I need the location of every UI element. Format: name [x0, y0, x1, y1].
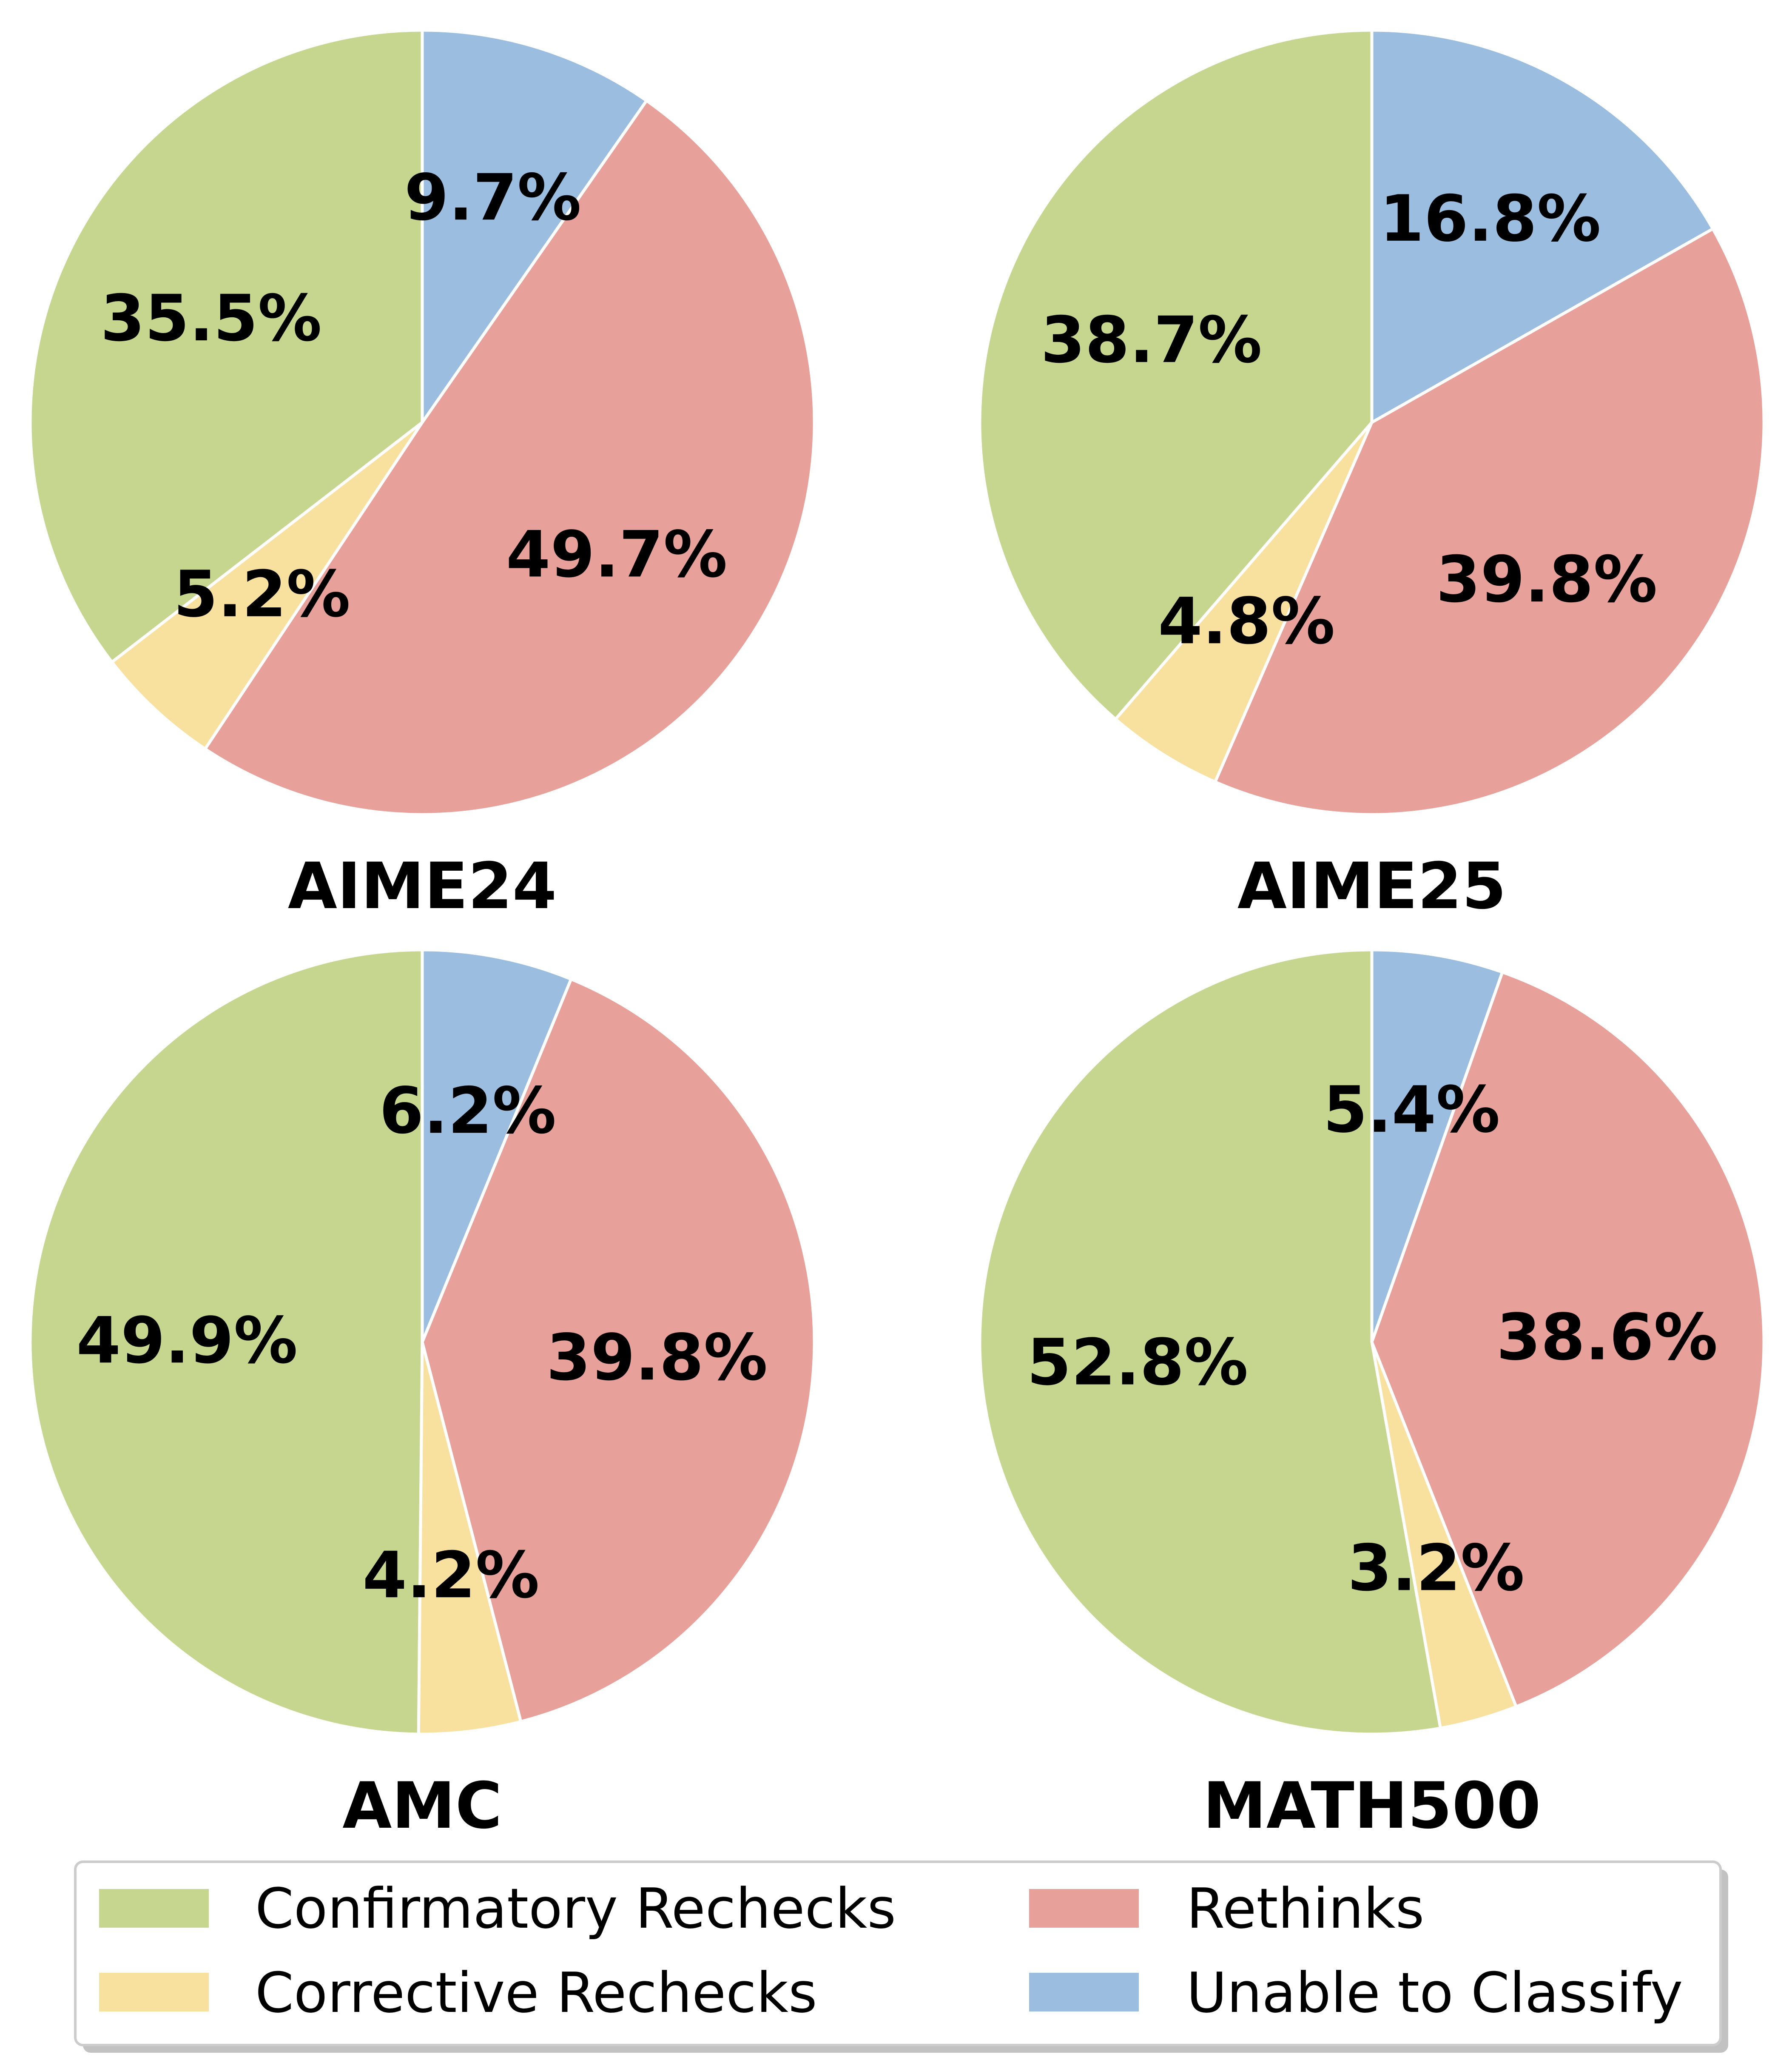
pct-label-unable-to-classify: 9.7%: [404, 161, 581, 235]
pie-math500: 52.8% 3.2% 38.6% 5.4% MATH500: [978, 948, 1766, 1843]
wedge-unable-to-classify: [1370, 948, 1504, 1344]
legend-label-unable-to-classify: Unable to Classify: [1186, 1960, 1683, 2025]
wedge-unable-to-classify: [421, 948, 573, 1344]
pie-title: AIME24: [288, 849, 557, 923]
legend-label-rethinks: Rethinks: [1186, 1876, 1424, 1941]
legend-swatch-corrective-rechecks: [99, 1973, 209, 2011]
legend-swatch-unable-to-classify: [1029, 1973, 1139, 2011]
pct-label-confirmatory-rechecks: 38.7%: [1041, 303, 1262, 377]
wedge-unable-to-classify: [421, 28, 648, 424]
wedge-rethinks: [1370, 971, 1766, 1708]
pct-label-confirmatory-rechecks: 52.8%: [1027, 1326, 1248, 1400]
pct-label-confirmatory-rechecks: 35.5%: [100, 282, 321, 356]
pct-label-confirmatory-rechecks: 49.9%: [77, 1304, 298, 1378]
wedge-confirmatory-rechecks: [28, 948, 424, 1736]
pie-title: MATH500: [1203, 1769, 1541, 1843]
pie-title: AMC: [342, 1769, 502, 1843]
legend-label-confirmatory-rechecks: Confirmatory Rechecks: [255, 1876, 896, 1941]
pct-label-rethinks: 49.7%: [506, 518, 727, 592]
wedge-corrective-rechecks: [1114, 421, 1374, 783]
pie-aime24: 35.5% 5.2% 49.7% 9.7% AIME24: [28, 28, 816, 923]
pct-label-corrective-rechecks: 4.8%: [1158, 584, 1335, 658]
pct-label-unable-to-classify: 5.4%: [1323, 1073, 1500, 1147]
wedge-confirmatory-rechecks: [978, 948, 1442, 1736]
legend-frame: [74, 1860, 1722, 2046]
wedge-rethinks: [203, 99, 816, 816]
wedge-rethinks: [1214, 227, 1766, 816]
pct-label-corrective-rechecks: 4.2%: [362, 1538, 539, 1613]
pct-label-corrective-rechecks: 5.2%: [174, 558, 350, 632]
pct-label-rethinks: 39.8%: [1436, 543, 1657, 617]
pie-aime25: 38.7% 4.8% 39.8% 16.8% AIME25: [978, 28, 1766, 923]
wedge-corrective-rechecks: [110, 421, 424, 751]
legend: Confirmatory Rechecks Rethinks Correctiv…: [74, 1860, 1728, 2053]
pie-title: AIME25: [1237, 849, 1506, 923]
pct-label-rethinks: 38.6%: [1496, 1301, 1718, 1375]
wedge-confirmatory-rechecks: [978, 28, 1374, 721]
wedge-corrective-rechecks: [417, 1340, 523, 1736]
pct-label-unable-to-classify: 6.2%: [379, 1074, 556, 1148]
wedge-rethinks: [421, 977, 816, 1723]
legend-swatch-rethinks: [1029, 1889, 1139, 1928]
pie-charts-group: 35.5% 5.2% 49.7% 9.7% AIME24 38.7% 4.8% 39.8% 16…: [28, 28, 1766, 1843]
legend-label-corrective-rechecks: Corrective Rechecks: [255, 1960, 817, 2025]
wedge-confirmatory-rechecks: [28, 28, 424, 664]
legend-swatch-confirmatory-rechecks: [99, 1889, 209, 1928]
pct-label-rethinks: 39.8%: [546, 1321, 768, 1395]
pie-amc: 49.9% 4.2% 39.8% 6.2% AMC: [28, 948, 816, 1843]
pct-label-unable-to-classify: 16.8%: [1380, 182, 1601, 256]
pct-label-corrective-rechecks: 3.2%: [1348, 1531, 1525, 1605]
wedge-unable-to-classify: [1370, 28, 1715, 424]
